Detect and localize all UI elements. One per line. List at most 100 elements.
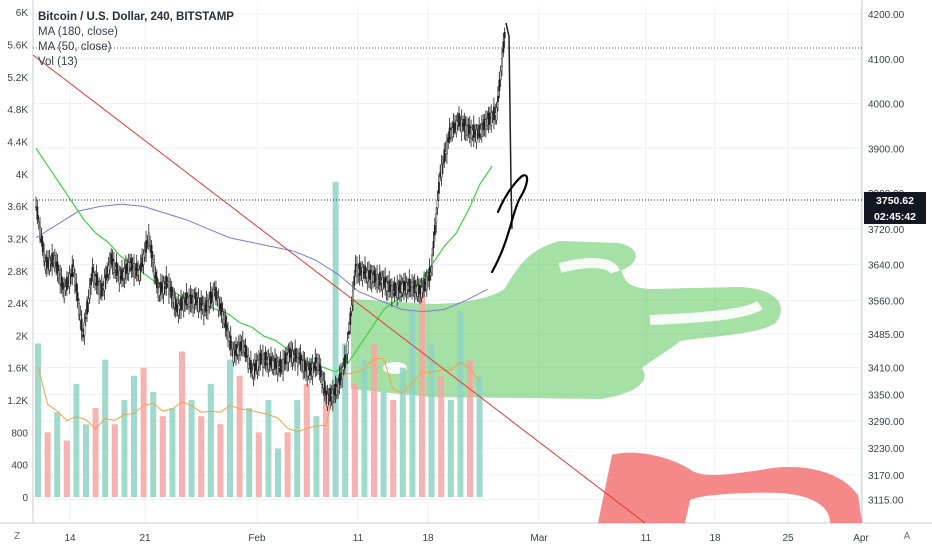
time-axis-label: 25 bbox=[782, 533, 794, 544]
volume-bar bbox=[217, 424, 223, 497]
volume-bar bbox=[381, 392, 387, 497]
left-axis-label: 4K bbox=[16, 170, 29, 181]
candle-body bbox=[344, 355, 345, 368]
volume-bar bbox=[83, 424, 89, 497]
candle-body bbox=[131, 258, 132, 270]
candle-body bbox=[437, 200, 438, 208]
time-axis-label: Apr bbox=[853, 533, 869, 544]
candle-body bbox=[37, 207, 38, 220]
candle-body bbox=[148, 233, 149, 246]
candle-body bbox=[73, 267, 74, 273]
candle-body bbox=[409, 279, 410, 292]
candle-body bbox=[394, 283, 395, 296]
candle-body bbox=[152, 260, 153, 263]
ma50-legend[interactable]: MA (50, close) bbox=[38, 40, 234, 55]
candle-body bbox=[350, 313, 351, 325]
candle-body bbox=[473, 125, 474, 137]
right-axis-label: 3290.00 bbox=[868, 417, 905, 428]
candle-body bbox=[85, 318, 86, 319]
time-axis-label: Feb bbox=[248, 533, 266, 544]
candle-body bbox=[312, 363, 313, 376]
symbol-title[interactable]: Bitcoin / U.S. Dollar, 240, BITSTAMP bbox=[38, 10, 234, 25]
candle-body bbox=[496, 108, 497, 120]
candle-body bbox=[248, 356, 249, 369]
volume-bar bbox=[141, 368, 147, 497]
left-axis-label: 3.2K bbox=[7, 234, 28, 245]
left-axis-label: 2.8K bbox=[7, 267, 28, 278]
candle-body bbox=[491, 113, 492, 126]
time-axis-label: 11 bbox=[641, 533, 652, 544]
candle-body bbox=[86, 301, 87, 314]
right-axis-label: 3900.00 bbox=[868, 144, 905, 155]
candle-body bbox=[42, 242, 43, 252]
right-axis-label: 3410.00 bbox=[868, 364, 905, 375]
volume-bar bbox=[131, 376, 137, 497]
volume-bar bbox=[102, 360, 108, 497]
candle-body bbox=[327, 394, 328, 407]
candle-body bbox=[156, 277, 157, 287]
right-axis-label: 4000.00 bbox=[868, 100, 905, 111]
volume-bar bbox=[179, 352, 185, 497]
candle-body bbox=[379, 273, 380, 286]
volume-bar bbox=[477, 376, 483, 497]
candle-body bbox=[66, 277, 67, 290]
left-axis-label: 2.4K bbox=[7, 299, 28, 310]
ma180-legend[interactable]: MA (180, close) bbox=[38, 25, 234, 40]
candle-body bbox=[497, 96, 498, 102]
volume-bar bbox=[409, 311, 415, 497]
candle-body bbox=[433, 241, 434, 248]
auto-scale-button[interactable]: A bbox=[900, 530, 914, 544]
left-axis-label: 1.6K bbox=[7, 364, 28, 375]
time-axis-label: 18 bbox=[422, 533, 434, 544]
candle-body bbox=[442, 163, 443, 165]
left-axis-label: 2K bbox=[16, 331, 29, 342]
volume-bar bbox=[54, 412, 60, 497]
left-axis-label: 5.6K bbox=[7, 41, 28, 52]
volume-bar bbox=[198, 416, 204, 497]
right-axis-label: 3230.00 bbox=[868, 444, 905, 455]
volume-legend[interactable]: Vol (13) bbox=[38, 55, 234, 70]
candle-body bbox=[499, 80, 500, 91]
right-axis-label: 4200.00 bbox=[868, 10, 905, 21]
candle-body bbox=[503, 42, 504, 53]
candle-body bbox=[441, 165, 442, 177]
volume-bar bbox=[304, 384, 310, 497]
candle-body bbox=[430, 272, 431, 276]
candle-body bbox=[432, 255, 433, 267]
volume-bar bbox=[438, 376, 444, 497]
left-axis-label: 4.4K bbox=[7, 137, 28, 148]
volume-bar bbox=[400, 368, 406, 497]
volume-bar bbox=[93, 408, 99, 497]
candle-body bbox=[151, 245, 152, 258]
volume-bar bbox=[189, 400, 195, 497]
right-axis-label: 3720.00 bbox=[868, 225, 905, 236]
volume-bar bbox=[169, 408, 175, 497]
candle-body bbox=[501, 58, 502, 66]
candle-body bbox=[49, 258, 50, 270]
candle-body bbox=[90, 278, 91, 285]
volume-bar bbox=[256, 432, 262, 497]
volume-bar bbox=[371, 343, 377, 497]
volume-bar bbox=[333, 182, 339, 497]
time-axis-label: 11 bbox=[353, 533, 364, 544]
candle-body bbox=[362, 267, 363, 280]
left-axis-label: 3.6K bbox=[7, 202, 28, 213]
candle-body bbox=[101, 283, 102, 296]
volume-bar bbox=[73, 384, 79, 497]
last-price-badge-text: 3750.62 bbox=[876, 195, 914, 207]
chart-legend: Bitcoin / U.S. Dollar, 240, BITSTAMP MA … bbox=[38, 10, 234, 70]
volume-bar bbox=[246, 408, 252, 497]
candle-body bbox=[76, 283, 77, 292]
candle-body bbox=[446, 142, 447, 154]
volume-bar bbox=[313, 416, 319, 497]
right-axis-label: 3170.00 bbox=[868, 471, 905, 482]
volume-bar bbox=[352, 384, 358, 497]
zoom-toggle-button[interactable]: Z bbox=[10, 530, 24, 544]
right-axis-label: 3485.00 bbox=[868, 330, 905, 341]
left-axis-label: 0 bbox=[22, 493, 28, 504]
candle-body bbox=[52, 253, 53, 266]
volume-bar bbox=[467, 360, 473, 497]
countdown-badge-text: 02:45:42 bbox=[874, 211, 916, 223]
